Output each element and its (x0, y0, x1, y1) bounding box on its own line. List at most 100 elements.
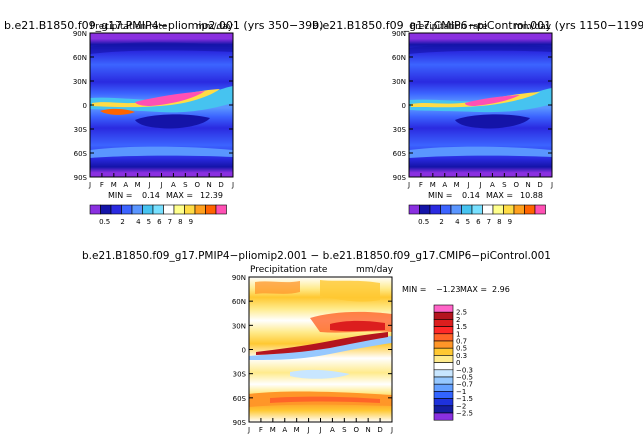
panel-2-colorbar-box (482, 204, 494, 215)
panel-3-colorbar-box (433, 376, 454, 385)
panel-2-colorbar-box (450, 204, 462, 215)
panel-2-colorbar-box (461, 204, 473, 215)
panel-1-colorbar-box (152, 204, 164, 215)
panel-1-colorbar-box (184, 204, 196, 215)
panel-1-xtick-label: D (218, 181, 223, 189)
panel-2-colorbar-box (440, 204, 452, 215)
panel-2-colorbar: 0.5 2 4 5 6 7 8 9 (408, 204, 546, 226)
panel-3-colorbar-box (433, 319, 454, 327)
panel-3-xtick-label: D (377, 426, 382, 434)
panel-1-colorbar-label: 0.5 (99, 218, 110, 226)
panel-2-colorbar-box (419, 204, 431, 215)
panel-2-colorbar-box (492, 204, 504, 215)
panel-3-max-value: 2.96 (492, 285, 510, 294)
panel-1-colorbar-box (131, 204, 143, 215)
panel-2-map (408, 32, 553, 178)
panel-3-xtick-label: N (366, 426, 371, 434)
panel-1-xtick-label: S (183, 181, 188, 189)
panel-2-min-value: 0.14 (462, 191, 480, 200)
panel-2-colorbar-label: 9 (508, 218, 512, 226)
panel-2-colorbar-label: 2 (439, 218, 443, 226)
panel-2-xtick-label: S (502, 181, 507, 189)
panel-3-colorbar-label: −2.5 (456, 410, 473, 418)
panel-1-map (89, 32, 234, 178)
panel-2-colorbar-label: 6 (476, 218, 481, 226)
panel-3-colorbar-box (433, 391, 454, 399)
panel-2-colorbar-label: 5 (466, 218, 470, 226)
panel-2-colorbar-box (503, 204, 515, 215)
panel-2-ytick-label: 90S (393, 174, 407, 182)
panel-2-max-value: 10.88 (520, 191, 543, 200)
panel-1-units: mm/day (196, 22, 234, 32)
panel-3-colorbar-label: −1 (456, 388, 466, 396)
panel-1-y-axis: 90N 60N 30N 0 30S 60S 90S (73, 30, 233, 182)
panel-2-ytick-label: 0 (402, 102, 406, 110)
panel-2-subtitle: Precipitation rate (410, 22, 488, 32)
panel-3-xtick-label: S (342, 426, 347, 434)
panel-2-colorbar-box (429, 204, 441, 215)
panel-1-xtick-label: M (111, 181, 117, 189)
panel-2-xtick-label: O (513, 181, 519, 189)
panel-1-xtick-label: A (171, 181, 176, 189)
panel-2-colorbar-box (534, 204, 546, 215)
panel-1-colorbar-label: 2 (120, 218, 124, 226)
panel-1-xtick-label: A (123, 181, 128, 189)
panel-2-colorbar-box (524, 204, 536, 215)
panel-1-xtick-label: O (194, 181, 200, 189)
panel-2-units: mm/day (514, 22, 552, 32)
panel-1-ytick-label: 0 (83, 102, 87, 110)
panel-3-xtick-label: J (307, 426, 310, 434)
panel-3-colorbar-label: 1 (456, 330, 460, 338)
panel-3-colorbar-label: −0.5 (456, 374, 473, 382)
panel-3-colorbar-label: 0.7 (456, 338, 467, 346)
panel-3-xtick-label: O (353, 426, 359, 434)
panel-1-colorbar-box (173, 204, 185, 215)
panel-3-max-label: MAX = (460, 285, 487, 294)
panel-3-band-pos (256, 332, 388, 355)
panel-2-xtick-label: A (490, 181, 495, 189)
panel-3-units: mm/day (356, 265, 394, 275)
panel-3-colorbar-box (433, 355, 454, 363)
panel-3-xtick-label: J (247, 426, 250, 434)
panel-3-map (248, 276, 393, 423)
panel-3-patch-sh-neg (290, 369, 350, 379)
panel-bottom-difference: b.e21.B1850.f09_g17.PMIP4−pliomip2.001 −… (82, 250, 551, 434)
panel-1-colorbar-box (121, 204, 133, 215)
panel-2-colorbar-box (513, 204, 525, 215)
panel-3-colorbar-box (433, 398, 454, 407)
panel-3-colorbar-box (433, 304, 454, 313)
panel-3-xtick-label: M (294, 426, 300, 434)
panel-3-colorbar-label: 1.5 (456, 323, 467, 331)
panel-1-xtick-label: J (148, 181, 151, 189)
panel-2-y-axis: 90N 60N 30N 0 30S 60S 90S (392, 30, 552, 182)
panel-1-colorbar: 0.5 2 4 5 6 7 8 9 (89, 204, 227, 226)
panel-3-ytick-label: 90N (232, 274, 246, 282)
panel-3-xtick-label: A (330, 426, 335, 434)
panel-3-colorbar-box (433, 412, 454, 421)
panel-1-colorbar-label: 7 (168, 218, 172, 226)
panel-3-colorbar-box (433, 340, 454, 349)
panel-2-dry-south (455, 114, 530, 129)
panel-3-ytick-label: 30S (233, 371, 247, 379)
panel-3-patch-arctic (255, 281, 300, 294)
panel-3-colorbar-box (433, 347, 454, 356)
panel-3-y-axis: 90N 60N 30N 0 30S 60S 90S (232, 274, 392, 427)
panel-1-ytick-label: 60S (74, 150, 88, 158)
panel-1-xtick-label: F (100, 181, 104, 189)
panel-2-colorbar-label: 0.5 (418, 218, 429, 226)
panel-3-colorbar-label: 0.5 (456, 345, 467, 353)
panel-1-min-value: 0.14 (142, 191, 160, 200)
panel-1-xtick-label: M (135, 181, 141, 189)
panel-2-xtick-label: F (419, 181, 423, 189)
panel-3-colorbar-box (433, 326, 454, 335)
panel-2-ytick-label: 60N (392, 54, 406, 62)
panel-1-colorbar-label: 9 (189, 218, 193, 226)
panel-3-min-label: MIN = (402, 285, 427, 294)
panel-2-xtick-label: J (550, 181, 553, 189)
panel-3-colorbar-label: 0 (456, 359, 460, 367)
panel-2-colorbar-box (408, 204, 420, 215)
panel-2-band-itcz-mid (411, 92, 540, 108)
panel-3-colorbar-label: 2.5 (456, 309, 467, 317)
